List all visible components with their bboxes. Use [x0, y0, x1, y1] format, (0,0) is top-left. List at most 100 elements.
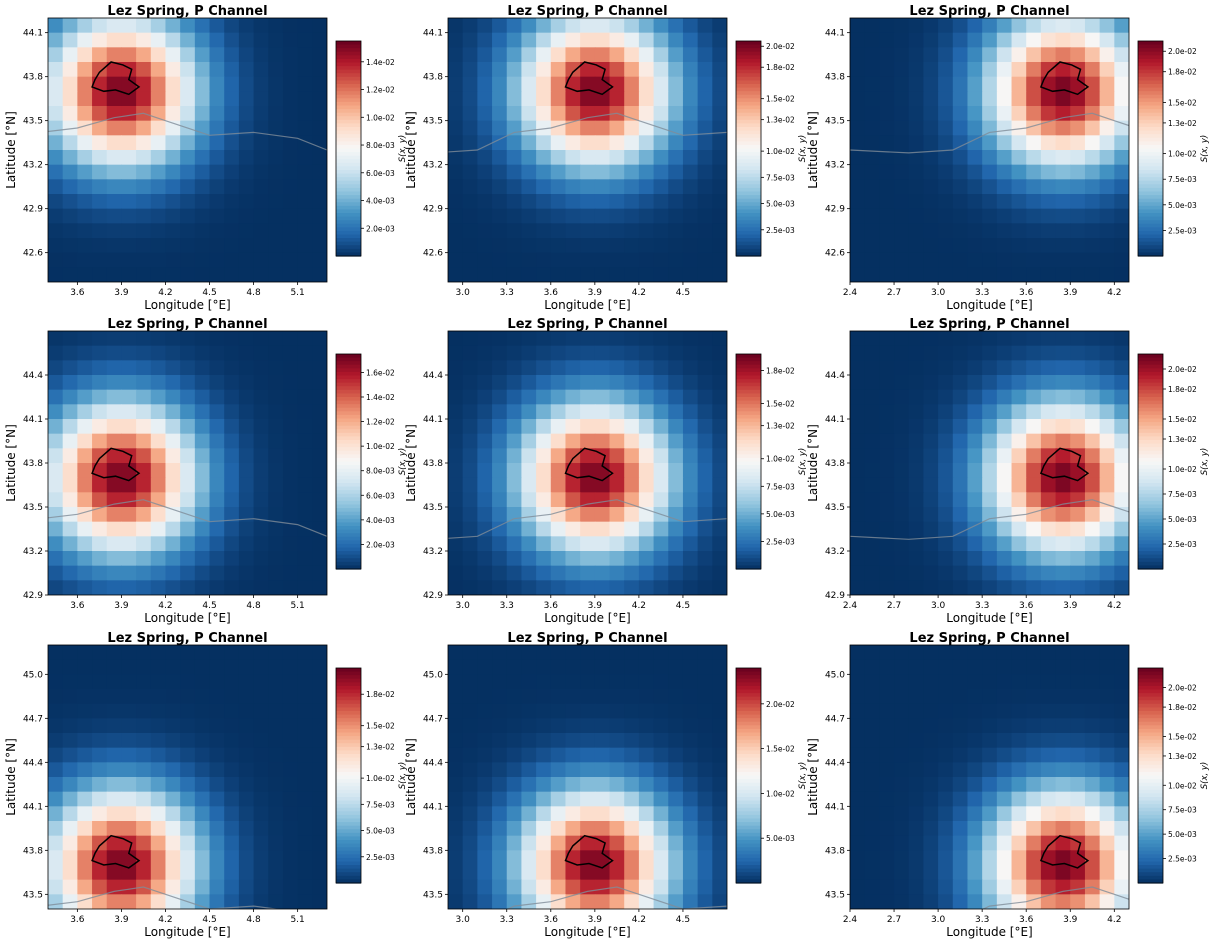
- colorbar-segment: [736, 44, 761, 49]
- heatmap-cell: [850, 331, 866, 347]
- heatmap-cell: [697, 689, 713, 705]
- heatmap-cell: [106, 345, 123, 361]
- heatmap-cell: [224, 689, 240, 705]
- heatmap-cell: [1070, 238, 1086, 254]
- heatmap-cell: [297, 551, 313, 567]
- heatmap-cell: [194, 762, 211, 778]
- heatmap-cell: [180, 645, 196, 661]
- colorbar-segment: [336, 130, 361, 135]
- heatmap-cell: [923, 791, 939, 807]
- heatmap-cell: [938, 252, 954, 268]
- colorbar-segment: [336, 789, 361, 795]
- heatmap-cell: [697, 879, 713, 895]
- colorbar-segment: [736, 685, 761, 691]
- heatmap-cell: [136, 150, 152, 166]
- heatmap-cell: [253, 580, 269, 595]
- heatmap-cell: [967, 733, 983, 749]
- colorbar-segment: [1138, 411, 1163, 416]
- heatmap-cell: [712, 179, 727, 195]
- heatmap-cell: [594, 419, 611, 435]
- heatmap-cell: [653, 492, 669, 508]
- heatmap-cell: [150, 375, 167, 391]
- heatmap-cell: [477, 536, 493, 552]
- heatmap-cell: [312, 821, 327, 837]
- heatmap-cell: [638, 762, 655, 778]
- colorbar-segment: [336, 685, 361, 691]
- heatmap-cell: [982, 492, 998, 508]
- heatmap-cell: [77, 238, 93, 254]
- heatmap-cell: [268, 580, 284, 595]
- heatmap-cell: [62, 865, 78, 881]
- heatmap-cell: [1040, 645, 1057, 661]
- heatmap-cell: [864, 252, 880, 268]
- heatmap-cell: [506, 507, 523, 523]
- colorbar-segment: [736, 822, 761, 827]
- heatmap-cell: [506, 477, 523, 493]
- y-tick-label: 44.4: [423, 371, 443, 381]
- heatmap-cell: [668, 345, 684, 361]
- heatmap-cell: [121, 345, 137, 361]
- heatmap-cell: [609, 135, 625, 151]
- heatmap-cell: [908, 179, 925, 195]
- heatmap-cell: [492, 879, 508, 895]
- heatmap-cell: [268, 267, 284, 282]
- heatmap-cell: [1055, 747, 1071, 763]
- heatmap-cell: [268, 91, 284, 107]
- heatmap-cell: [536, 659, 552, 675]
- colorbar-segment: [336, 198, 361, 203]
- heatmap-cell: [908, 850, 925, 866]
- heatmap-cell: [150, 645, 167, 661]
- heatmap-cell: [712, 865, 727, 881]
- heatmap-cell: [682, 565, 699, 581]
- heatmap-cell: [996, 252, 1013, 268]
- colorbar-segment: [736, 187, 761, 193]
- heatmap-cell: [1099, 733, 1115, 749]
- heatmap-cell: [1070, 389, 1086, 405]
- heatmap-cell: [565, 106, 581, 122]
- heatmap-cell: [982, 733, 998, 749]
- heatmap-cell: [92, 267, 108, 282]
- heatmap-cell: [253, 223, 269, 239]
- heatmap-cell: [165, 252, 181, 268]
- heatmap-cell: [536, 18, 552, 34]
- heatmap-cell: [150, 551, 167, 567]
- heatmap-cell: [48, 463, 64, 479]
- heatmap-cell: [492, 565, 508, 581]
- heatmap-cell: [580, 62, 596, 78]
- heatmap-cell: [136, 360, 152, 376]
- colorbar-segment: [736, 375, 761, 380]
- colorbar-tick-label: 5.0e-03: [1168, 515, 1197, 524]
- heatmap-cell: [1084, 135, 1101, 151]
- heatmap-cell: [106, 91, 123, 107]
- heatmap-cell: [850, 521, 866, 537]
- heatmap-cell: [923, 238, 939, 254]
- heatmap-cell: [1099, 404, 1115, 420]
- heatmap-cell: [297, 91, 313, 107]
- colorbar-segment: [336, 450, 361, 455]
- heatmap-cell: [297, 733, 313, 749]
- heatmap-cell: [521, 252, 537, 268]
- heatmap-cell: [996, 689, 1013, 705]
- heatmap-cell: [521, 565, 537, 581]
- colorbar-label: S(x, y): [798, 448, 808, 476]
- heatmap-cell: [462, 580, 478, 595]
- heatmap-cell: [712, 565, 727, 581]
- colorbar-segment: [336, 850, 361, 855]
- heatmap-cell: [712, 791, 727, 807]
- heatmap-cell: [165, 791, 181, 807]
- colorbar-segment: [1138, 789, 1163, 795]
- heatmap-cell: [624, 179, 640, 195]
- colorbar-segment: [336, 836, 361, 841]
- colorbar-tick-label: 1.0e-02: [1168, 465, 1197, 474]
- heatmap-cell: [477, 32, 493, 48]
- heatmap-cell: [1114, 821, 1129, 837]
- heatmap-cell: [62, 194, 78, 210]
- heatmap-cell: [1026, 345, 1042, 361]
- heatmap-cell: [62, 645, 78, 661]
- heatmap-cell: [864, 821, 880, 837]
- heatmap-cell: [1114, 252, 1129, 268]
- heatmap-cell: [996, 150, 1013, 166]
- heatmap-cell: [506, 331, 523, 347]
- heatmap-cell: [506, 806, 523, 822]
- heatmap-cell: [653, 521, 669, 537]
